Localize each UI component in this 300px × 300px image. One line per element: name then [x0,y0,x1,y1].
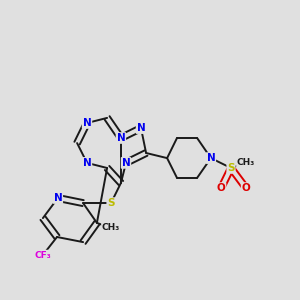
Text: CH₃: CH₃ [102,224,120,232]
Text: N: N [53,193,62,203]
Text: N: N [82,118,91,128]
Text: O: O [217,183,226,193]
Text: N: N [136,123,146,133]
Text: N: N [116,133,125,143]
Text: O: O [242,183,250,193]
Text: N: N [82,158,91,168]
Text: CH₃: CH₃ [237,158,255,167]
Text: S: S [227,163,235,173]
Text: N: N [122,158,130,168]
Text: N: N [206,153,215,163]
Text: S: S [107,198,115,208]
Text: CF₃: CF₃ [34,250,51,260]
